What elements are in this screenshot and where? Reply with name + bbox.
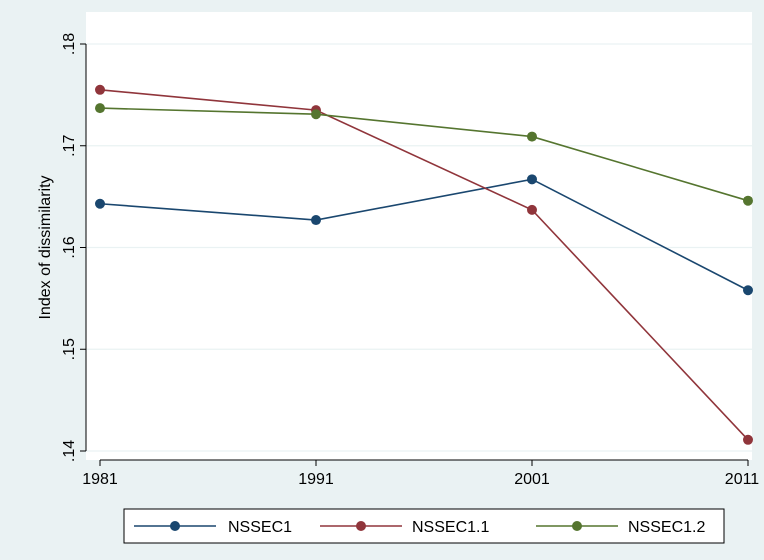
y-axis-title: Index of dissimilarity — [37, 175, 54, 319]
series-line — [99, 88, 749, 441]
legend: NSSEC1 NSSEC1.1 NSSEC1.2 — [123, 508, 725, 544]
legend-swatch-marker — [170, 521, 180, 531]
series-NSSEC1 — [95, 174, 753, 296]
legend-item: NSSEC1.1 — [320, 519, 489, 536]
y-ticks: .14 .15 .16 .17 .18 — [61, 33, 86, 462]
data-point — [743, 285, 753, 296]
x-tick-label: 1981 — [82, 471, 118, 488]
data-point — [527, 174, 537, 185]
x-ticks: 1981 1991 2001 2011 — [82, 460, 759, 488]
x-tick-label: 2011 — [725, 471, 760, 488]
data-point — [527, 131, 537, 142]
legend-label: NSSEC1.2 — [628, 519, 705, 536]
data-point — [95, 84, 105, 95]
x-tick-label: 1991 — [298, 471, 334, 488]
data-point — [95, 103, 105, 114]
series-line — [99, 178, 749, 291]
series-layer — [95, 84, 753, 445]
legend-label: NSSEC1 — [228, 519, 292, 536]
legend-box — [123, 508, 725, 544]
legend-swatch-marker — [572, 521, 582, 531]
data-point — [95, 198, 105, 209]
gridlines — [86, 43, 752, 452]
y-tick-label: .15 — [61, 338, 78, 360]
data-point — [311, 215, 321, 226]
legend-swatch-marker — [356, 521, 366, 531]
y-tick-label: .16 — [61, 236, 78, 258]
plot-area — [86, 12, 752, 460]
data-point — [743, 434, 753, 445]
data-point — [311, 109, 321, 120]
legend-label: NSSEC1.1 — [412, 519, 489, 536]
x-tick-label: 2001 — [514, 471, 550, 488]
legend-item: NSSEC1 — [134, 519, 292, 536]
series-NSSEC1.2 — [95, 103, 753, 206]
legend-item: NSSEC1.2 — [536, 519, 705, 536]
y-tick-label: .17 — [61, 135, 78, 157]
series-line — [99, 107, 749, 202]
y-tick-label: .14 — [61, 440, 78, 462]
data-point — [527, 204, 537, 215]
y-tick-label: .18 — [61, 33, 78, 55]
data-point — [743, 195, 753, 206]
